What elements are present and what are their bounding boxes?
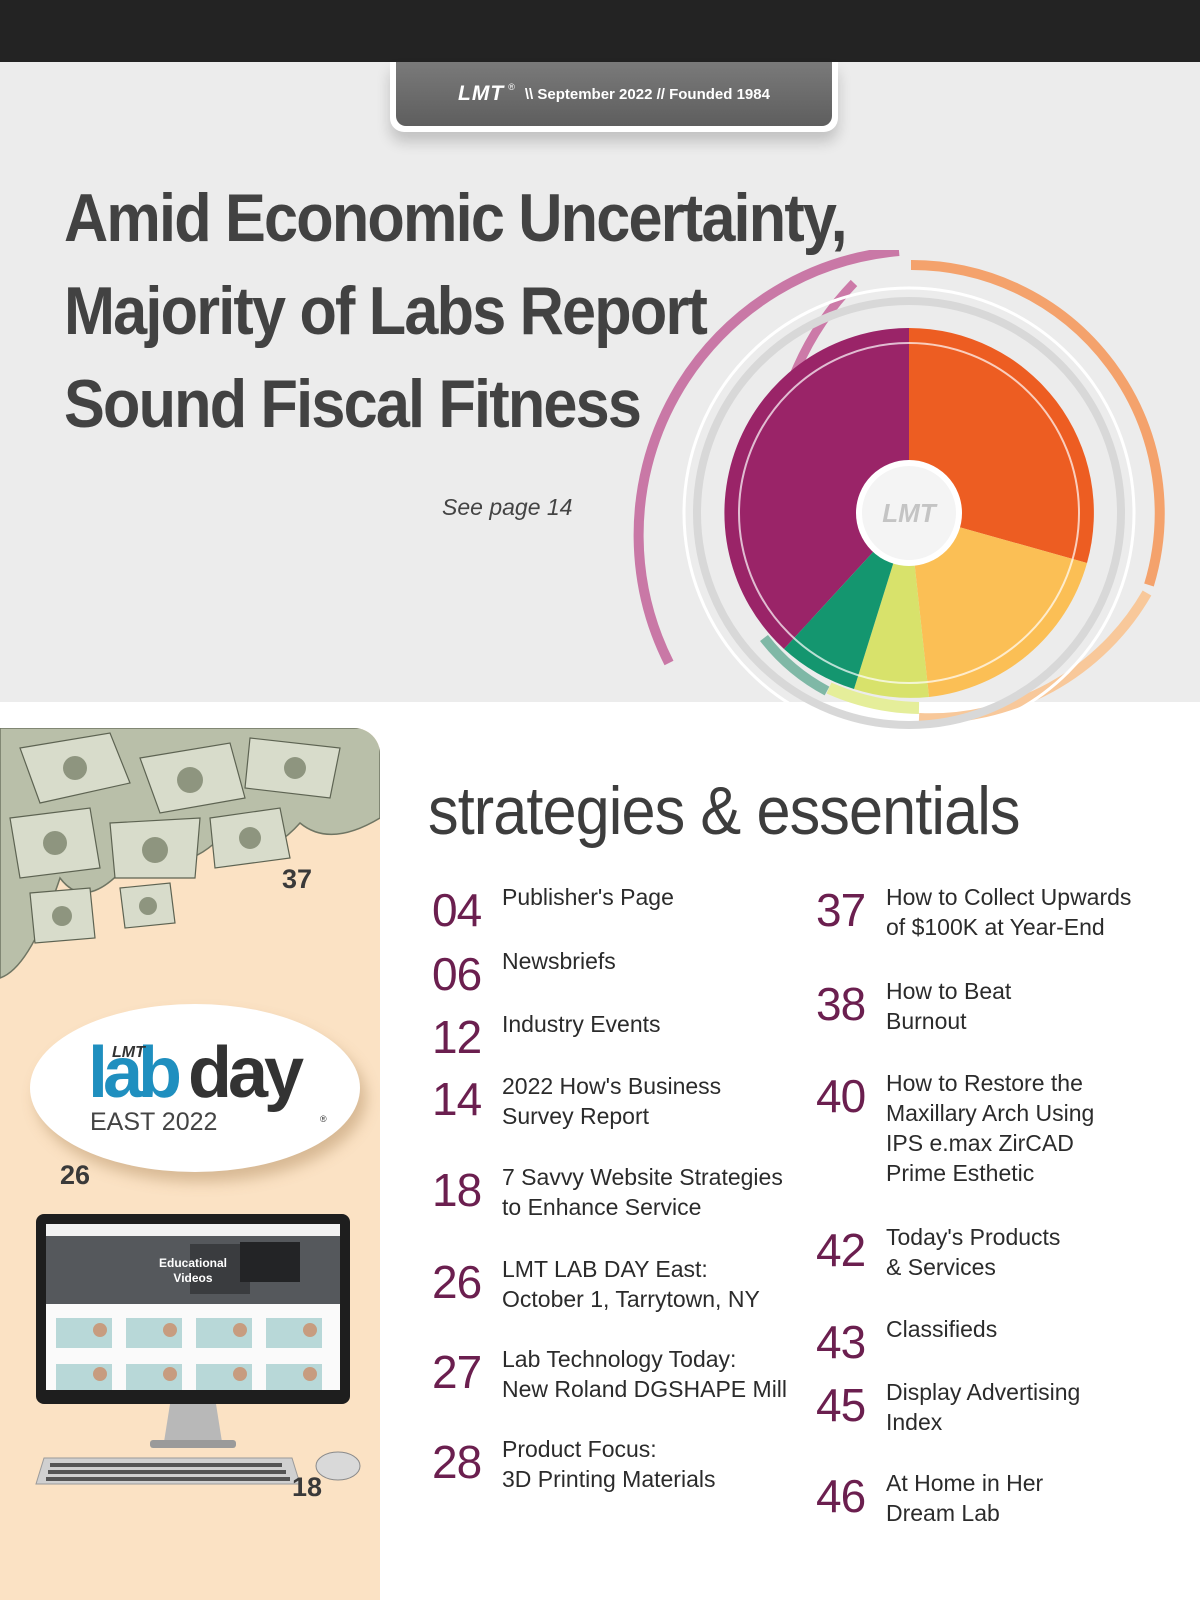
outer-arc-orange: [910, 259, 1165, 587]
page-number-26: 26: [60, 1160, 91, 1190]
registered-mark: ®: [508, 82, 515, 92]
masthead-plate: LMT ® \\ September 2022 // Founded 1984: [396, 62, 832, 126]
toc-page-number: 12: [432, 1011, 482, 1063]
toc-entry[interactable]: 46 At Home in Her Dream Lab: [816, 1470, 1043, 1528]
slice-green: [784, 513, 909, 689]
toc-entry-title: Lab Technology Today: New Roland DGSHAPE…: [502, 1346, 788, 1402]
toc-entry-title: Classifieds: [886, 1316, 998, 1342]
toc-page-number: 43: [816, 1316, 866, 1368]
toc-entry-title: How to Beat Burnout: [886, 978, 1012, 1034]
money-photo: [0, 728, 380, 993]
headline-line: Amid Economic Uncertainty,: [64, 180, 848, 256]
toc-entry[interactable]: 38 How to Beat Burnout: [816, 978, 1011, 1036]
toc-entry-title: At Home in Her Dream Lab: [886, 1470, 1044, 1526]
top-bar: [0, 0, 1200, 62]
toc-entry-title: Publisher's Page: [502, 884, 674, 910]
outer-arc-yellow: [826, 682, 920, 714]
lab-day-event-text: EAST 2022: [90, 1108, 218, 1136]
inner-ring: [682, 286, 1136, 740]
center-disc: [856, 460, 962, 566]
toc-entry[interactable]: 18 7 Savvy Website Strategies to Enhance …: [432, 1164, 783, 1222]
headline-line: Majority of Labs Report: [64, 273, 708, 349]
toc-entry-title: How to Collect Upwards of $100K at Year-…: [886, 884, 1132, 940]
toc-entry[interactable]: 06 Newsbriefs: [432, 948, 616, 1000]
toc-entry-title: 2022 How's Business Survey Report: [502, 1073, 722, 1129]
toc-page-number: 04: [432, 884, 482, 936]
masthead: LMT ® \\ September 2022 // Founded 1984: [390, 62, 838, 132]
toc-page-number: 28: [432, 1436, 482, 1488]
toc-entry-title: How to Restore the Maxillary Arch Using …: [886, 1070, 1095, 1186]
lab-day-logo: lab day LMT EAST 2022 ®: [30, 1004, 360, 1172]
toc-entry[interactable]: 14 2022 How's Business Survey Report: [432, 1073, 721, 1131]
toc-entry[interactable]: 27 Lab Technology Today: New Roland DGSHA…: [432, 1346, 787, 1404]
issue-tagline: \\ September 2022 // Founded 1984: [524, 85, 770, 103]
lab-day-lmt-text: LMT: [112, 1044, 145, 1061]
toc-entry-title: Display Advertising Index: [886, 1379, 1081, 1435]
toc-page-number: 42: [816, 1224, 866, 1276]
section-title: strategies & essentials: [428, 772, 1085, 850]
chart-center-logo: LMT: [882, 498, 938, 528]
toc-entry[interactable]: 43 Classifieds: [816, 1316, 997, 1368]
toc-page-number: 06: [432, 948, 482, 1000]
toc-entry-title: Product Focus: 3D Printing Materials: [502, 1436, 716, 1492]
toc-entry[interactable]: 12 Industry Events: [432, 1011, 661, 1063]
outer-arc-pink-top: [633, 250, 900, 666]
screen-title-line: Educational: [159, 1256, 227, 1270]
toc-entry[interactable]: 40 How to Restore the Maxillary Arch Usin…: [816, 1070, 1094, 1188]
sidebar-panel: 37 lab day LMT EAST 2022 ® 26 Educationa…: [0, 728, 380, 1600]
toc-page-number: 45: [816, 1379, 866, 1431]
lab-day-lab-text: lab: [88, 1033, 182, 1113]
toc-entry[interactable]: 04 Publisher's Page: [432, 884, 674, 936]
see-page-reference: See page 14: [442, 494, 573, 520]
toc-entry[interactable]: 45 Display Advertising Index: [816, 1379, 1080, 1437]
lab-day-day-text: day: [188, 1033, 304, 1113]
toc-page-number: 40: [816, 1070, 866, 1122]
inner-ring: [693, 297, 1125, 729]
toc-entry[interactable]: 28 Product Focus: 3D Printing Materials: [432, 1436, 715, 1494]
toc-page-number: 18: [432, 1164, 482, 1216]
toc-entry-title: LMT LAB DAY East: October 1, Tarrytown, …: [502, 1256, 760, 1312]
toc-page-number: 46: [816, 1470, 866, 1522]
headline-line: Sound Fiscal Fitness: [64, 366, 642, 442]
toc-entry[interactable]: 42 Today's Products & Services: [816, 1224, 1060, 1282]
slice-purple: [724, 328, 909, 649]
page-number-18: 18: [292, 1472, 323, 1502]
slice-guide: [738, 342, 1080, 684]
toc-entry-title: Newsbriefs: [502, 948, 616, 974]
toc-entry[interactable]: 26 LMT LAB DAY East: October 1, Tarrytown…: [432, 1256, 760, 1314]
outer-arc-teal: [760, 634, 830, 696]
toc-page-number: 37: [816, 884, 866, 936]
toc-entry-title: Today's Products & Services: [886, 1224, 1061, 1280]
section-title-text: strategies & essentials: [428, 773, 1021, 849]
toc-entry[interactable]: 37 How to Collect Upwards of $100K at Yea…: [816, 884, 1131, 942]
toc-page-number: 14: [432, 1073, 482, 1125]
toc-page-number: 27: [432, 1346, 482, 1398]
lmt-logo: LMT: [458, 82, 505, 105]
toc-page-number: 38: [816, 978, 866, 1030]
page-number-37: 37: [282, 864, 313, 894]
pie-chart-illustration: LMT: [633, 250, 1165, 740]
slice-gold: [909, 513, 1087, 697]
toc-entry-title: 7 Savvy Website Strategies to Enhance Se…: [502, 1164, 783, 1220]
registered-mark: ®: [320, 1114, 327, 1124]
computer-illustration: Educational Videos: [35, 1214, 361, 1485]
toc-entry-title: Industry Events: [502, 1011, 661, 1037]
screen-title-line: Videos: [173, 1271, 212, 1285]
toc-page-number: 26: [432, 1256, 482, 1308]
cover-headline: Amid Economic Uncertainty, Majority of L…: [64, 172, 944, 451]
